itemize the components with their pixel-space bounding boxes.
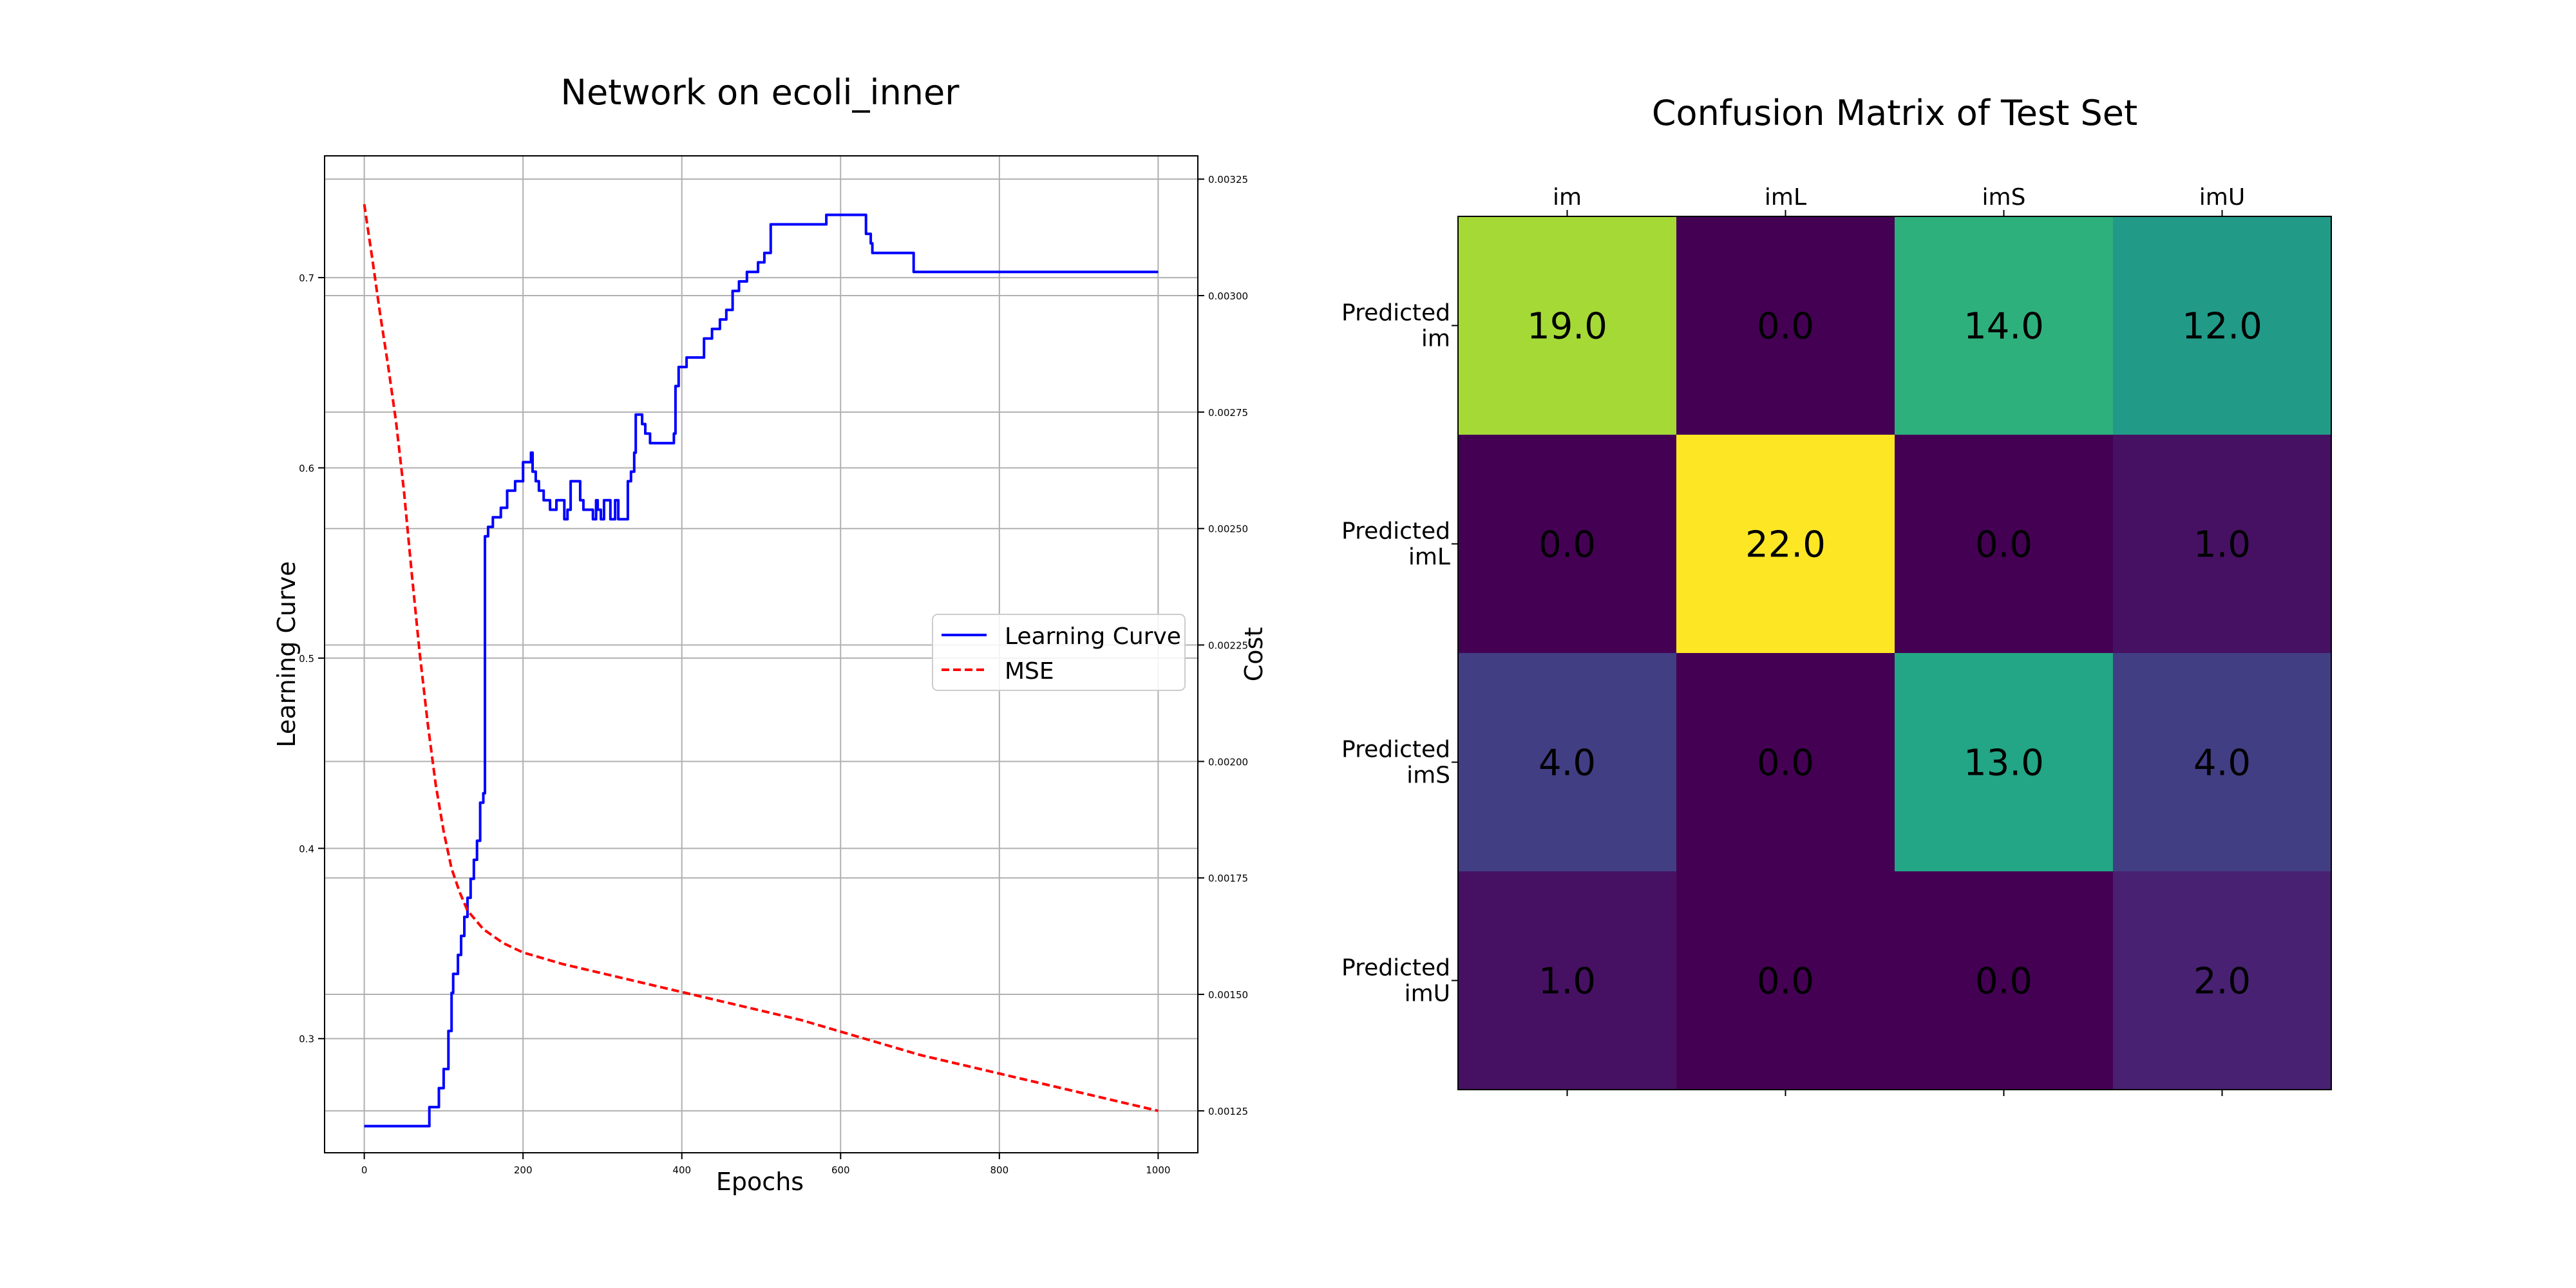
learning-curve-y-ticks: 0.3 0.4 0.5 0.6 0.7 (299, 272, 325, 1045)
matrix-cell-value: 1.0 (2193, 524, 2251, 566)
matrix-cell (1895, 653, 2114, 872)
y2-tick-label: 0.00275 (1208, 407, 1248, 419)
row-label: imS (1406, 762, 1450, 789)
matrix-cell-value: 0.0 (1975, 961, 2032, 1003)
learning-curve-x-label: Epochs (716, 1168, 804, 1196)
y-tick-label: 0.7 (299, 272, 314, 284)
column-label: im (1553, 184, 1582, 211)
y-tick-label: 0.6 (299, 462, 314, 474)
legend-label-learning-curve: Learning Curve (1005, 623, 1181, 650)
matrix-cell-value: 19.0 (1527, 306, 1607, 348)
matrix-cell-value: 0.0 (1539, 524, 1596, 566)
series-learning-curve (364, 213, 1159, 1128)
x-tick-label: 800 (990, 1164, 1009, 1176)
x-tick-label: 200 (514, 1164, 533, 1176)
learning-curve-series (363, 204, 1159, 1128)
series-mse (363, 204, 1159, 1112)
y2-tick-label: 0.00125 (1208, 1106, 1248, 1117)
y2-tick-label: 0.00325 (1208, 174, 1248, 185)
matrix-cell-value: 4.0 (1539, 743, 1596, 784)
matrix-cell (1676, 653, 1895, 872)
matrix-cell-value: 0.0 (1757, 306, 1814, 348)
matrix-cell (1458, 653, 1677, 872)
matrix-cell (2113, 216, 2332, 435)
confusion-matrix-column-labels: im imL imS imU (1553, 184, 2245, 1096)
matrix-cell (1895, 871, 2114, 1090)
y2-tick-label: 0.00175 (1208, 873, 1248, 884)
learning-curve-y-label: Learning Curve (272, 561, 301, 747)
matrix-cell (1458, 435, 1677, 654)
row-label: imU (1405, 981, 1450, 1007)
x-tick-label: 400 (672, 1164, 691, 1176)
confusion-matrix-frame (1457, 216, 2332, 1090)
learning-curve-title: Network on ecoli_inner (561, 72, 960, 113)
legend-box (932, 614, 1186, 691)
confusion-matrix-cells: 19.0 0.0 14.0 12.0 0.0 22.0 0.0 1.0 4.0 0.0 13.0 4.… (1458, 216, 2332, 1090)
row-label: Predicted (1341, 737, 1450, 763)
row-label: imL (1408, 544, 1450, 571)
learning-curve-x-ticks: 0 200 400 600 800 1000 (361, 1153, 1170, 1176)
learning-curve-plot-frame (324, 155, 1198, 1153)
y-tick-label: 0.3 (299, 1034, 314, 1045)
learning-curve-y2-ticks: 0.00125 0.00150 0.00175 0.00200 0.00225 0.002… (1198, 174, 1248, 1117)
column-label: imU (2199, 184, 2245, 211)
matrix-cell-value: 0.0 (1757, 743, 1814, 784)
x-tick-label: 600 (831, 1164, 850, 1176)
x-tick-label: 1000 (1146, 1164, 1170, 1176)
matrix-cell (2113, 871, 2332, 1090)
y2-tick-label: 0.00300 (1208, 290, 1248, 302)
matrix-cell-value: 12.0 (2182, 306, 2262, 348)
matrix-cell-value: 14.0 (1964, 306, 2044, 348)
y2-tick-label: 0.00250 (1208, 524, 1248, 535)
row-label: Predicted (1341, 300, 1450, 327)
matrix-cell (2113, 435, 2332, 654)
matrix-cell (1676, 871, 1895, 1090)
matrix-cell (1895, 216, 2114, 435)
matrix-cell-value: 1.0 (1539, 961, 1596, 1003)
matrix-cell-value: 0.0 (1975, 524, 2032, 566)
matrix-cell (1676, 435, 1895, 654)
column-label: imL (1765, 184, 1806, 211)
matrix-cell-value: 4.0 (2193, 743, 2251, 784)
y2-tick-label: 0.00225 (1208, 640, 1248, 652)
row-label: Predicted (1341, 518, 1450, 545)
row-label: Predicted (1341, 955, 1450, 981)
y-tick-label: 0.5 (299, 653, 314, 665)
x-tick-label: 0 (361, 1164, 368, 1176)
matrix-cell (1458, 216, 1677, 435)
column-label: imS (1982, 184, 2026, 211)
matrix-cell-value: 2.0 (2193, 961, 2251, 1003)
matrix-cell-value: 13.0 (1964, 743, 2044, 784)
legend-label-mse: MSE (1005, 658, 1054, 685)
y2-tick-label: 0.00150 (1208, 989, 1248, 1001)
learning-curve-y2-label: Cost (1240, 627, 1268, 681)
y2-tick-label: 0.00200 (1208, 756, 1248, 768)
confusion-matrix-row-labels: PredictedimPredictedimLPredictedimSPredi… (1341, 300, 1458, 1007)
confusion-matrix-title: Confusion Matrix of Test Set (1652, 93, 2137, 133)
matrix-cell (1676, 216, 1895, 435)
learning-curve-legend: Learning Curve MSE (932, 614, 1186, 691)
learning-curve-chart: Network on ecoli_inner 0 200 400 600 800 1000… (272, 72, 1268, 1196)
matrix-cell (2113, 653, 2332, 872)
row-label: im (1421, 326, 1450, 352)
y-tick-label: 0.4 (299, 843, 314, 855)
matrix-cell (1458, 871, 1677, 1090)
matrix-cell-value: 0.0 (1757, 961, 1814, 1003)
confusion-matrix-chart: Confusion Matrix of Test Set 19.0 0.0 14.0… (1341, 93, 2332, 1096)
matrix-cell-value: 22.0 (1745, 524, 1826, 566)
matrix-cell (1895, 435, 2114, 654)
